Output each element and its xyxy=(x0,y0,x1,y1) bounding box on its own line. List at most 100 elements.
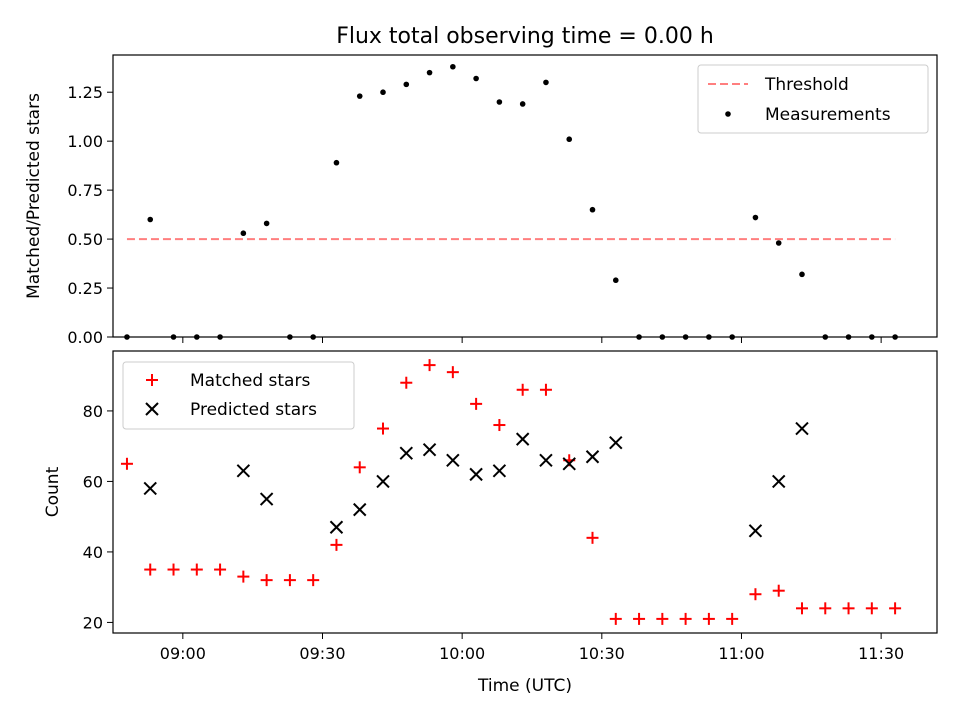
top-y-tick-label: 0.25 xyxy=(67,279,103,298)
matched-star-point xyxy=(795,602,808,615)
bottom-axes-frame xyxy=(112,350,938,634)
predicted-star-point xyxy=(492,464,507,478)
predicted-star-point xyxy=(329,520,344,534)
measurement-point xyxy=(333,159,340,166)
matched-legend-swatch xyxy=(146,374,158,386)
measurements-legend-swatch xyxy=(725,111,731,117)
matched-star-point xyxy=(330,538,343,551)
matched-star-point xyxy=(609,612,622,625)
measurement-point xyxy=(473,75,479,82)
predicted-star-point xyxy=(469,467,483,482)
matched-star-point xyxy=(493,419,506,432)
bottom-y-tick-label: 60 xyxy=(83,472,103,491)
measurement-point xyxy=(356,93,363,99)
predicted-star-point xyxy=(376,474,390,489)
matched-star-point xyxy=(842,602,855,615)
predicted-star-point xyxy=(236,464,251,478)
bottom-x-tick-label: 10:00 xyxy=(439,644,485,663)
measurement-point xyxy=(799,271,805,278)
top-y-tick-label: 0.50 xyxy=(67,230,103,249)
bottom-x-tick-label: 10:30 xyxy=(579,644,625,663)
bottom-x-tick-label: 09:30 xyxy=(299,644,345,663)
predicted-star-point xyxy=(422,442,437,457)
matched-star-point xyxy=(633,612,646,625)
predicted-star-point xyxy=(515,432,530,446)
matched-star-point xyxy=(307,574,320,587)
top-x-ticks xyxy=(182,337,882,343)
top-axes-frame xyxy=(112,54,938,338)
top-legend-box xyxy=(697,64,929,134)
measurement-point xyxy=(450,63,456,70)
measurement-point xyxy=(147,216,154,223)
bottom-x-tick-label: 11:30 xyxy=(858,644,904,663)
bottom-plot-area xyxy=(120,359,902,625)
matched-star-point xyxy=(353,461,366,474)
predicted-star-point xyxy=(609,435,623,450)
matched-star-point xyxy=(214,563,227,576)
x-axis-label: Time (UTC) xyxy=(477,676,572,696)
chart-title: Flux total observing time = 0.00 h xyxy=(336,24,714,49)
top-plot-area xyxy=(124,63,898,340)
matched-star-point xyxy=(702,612,715,625)
top-legend: Threshold Measurements xyxy=(697,64,929,134)
matched-star-point xyxy=(516,383,529,396)
bottom-legend-box xyxy=(122,361,355,430)
predicted-star-point xyxy=(399,446,413,460)
measurement-point xyxy=(380,89,386,96)
bottom-y-axis-label: Count xyxy=(43,466,63,517)
matched-star-point xyxy=(586,531,599,544)
matched-star-point xyxy=(749,588,762,601)
bottom-x-tick-label: 11:00 xyxy=(718,644,764,663)
predicted-star-point xyxy=(446,453,460,467)
bottom-y-tick-label: 20 xyxy=(83,613,103,632)
matched-star-point xyxy=(120,457,133,470)
matched-star-point xyxy=(470,397,483,410)
measurement-point xyxy=(240,230,247,237)
bottom-y-tick-label: 80 xyxy=(83,402,103,421)
matched-star-point xyxy=(679,612,692,625)
matched-star-point xyxy=(283,574,296,587)
top-y-tick-label: 0.75 xyxy=(67,181,103,200)
matched-star-point xyxy=(446,366,459,379)
top-panel: 0.00 0.25 0.50 0.75 1.00 1.25 Matched/Predict… xyxy=(24,54,938,347)
matched-star-point xyxy=(144,563,157,576)
matched-star-point xyxy=(190,563,203,576)
matched-star-point xyxy=(167,563,180,576)
predicted-star-point xyxy=(795,421,809,436)
bottom-x-ticks: 09:00 09:30 10:00 10:30 11:00 11:30 xyxy=(160,633,904,663)
measurement-point xyxy=(519,101,526,107)
predicted-star-point xyxy=(143,481,157,496)
matched-star-point xyxy=(889,602,902,615)
bottom-x-tick-label: 09:00 xyxy=(160,644,206,663)
predicted-star-point xyxy=(585,450,600,464)
measurement-point xyxy=(752,214,759,221)
top-y-tick-label: 1.25 xyxy=(67,83,103,102)
matched-star-point xyxy=(423,359,436,372)
measurement-point xyxy=(566,136,573,143)
measurement-point xyxy=(263,220,270,227)
measurement-point xyxy=(543,79,549,86)
matched-star-point xyxy=(260,574,273,587)
matched-star-point xyxy=(772,584,785,597)
bottom-legend: Matched stars Predicted stars xyxy=(122,361,355,430)
threshold-legend-label: Threshold xyxy=(764,75,849,95)
matched-star-point xyxy=(539,383,552,396)
predicted-legend-swatch xyxy=(145,402,159,416)
predicted-star-point xyxy=(772,474,786,489)
measurement-point xyxy=(403,81,410,88)
measurement-point xyxy=(496,99,503,105)
matched-star-point xyxy=(237,570,250,583)
matched-star-point xyxy=(865,602,878,615)
top-y-ticks: 0.00 0.25 0.50 0.75 1.00 1.25 xyxy=(67,83,113,347)
bottom-y-tick-label: 40 xyxy=(83,543,103,562)
bottom-y-ticks: 20 40 60 80 xyxy=(83,402,113,632)
predicted-star-point xyxy=(353,502,367,517)
predicted-star-point xyxy=(748,524,763,538)
measurement-point xyxy=(426,69,433,76)
measurements-legend-label: Measurements xyxy=(765,105,891,125)
top-y-tick-label: 1.00 xyxy=(67,132,103,151)
measurement-point xyxy=(589,206,596,213)
predicted-star-point xyxy=(562,457,576,471)
